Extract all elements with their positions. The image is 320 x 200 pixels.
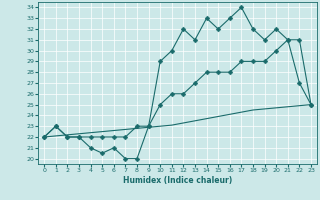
X-axis label: Humidex (Indice chaleur): Humidex (Indice chaleur) <box>123 176 232 185</box>
